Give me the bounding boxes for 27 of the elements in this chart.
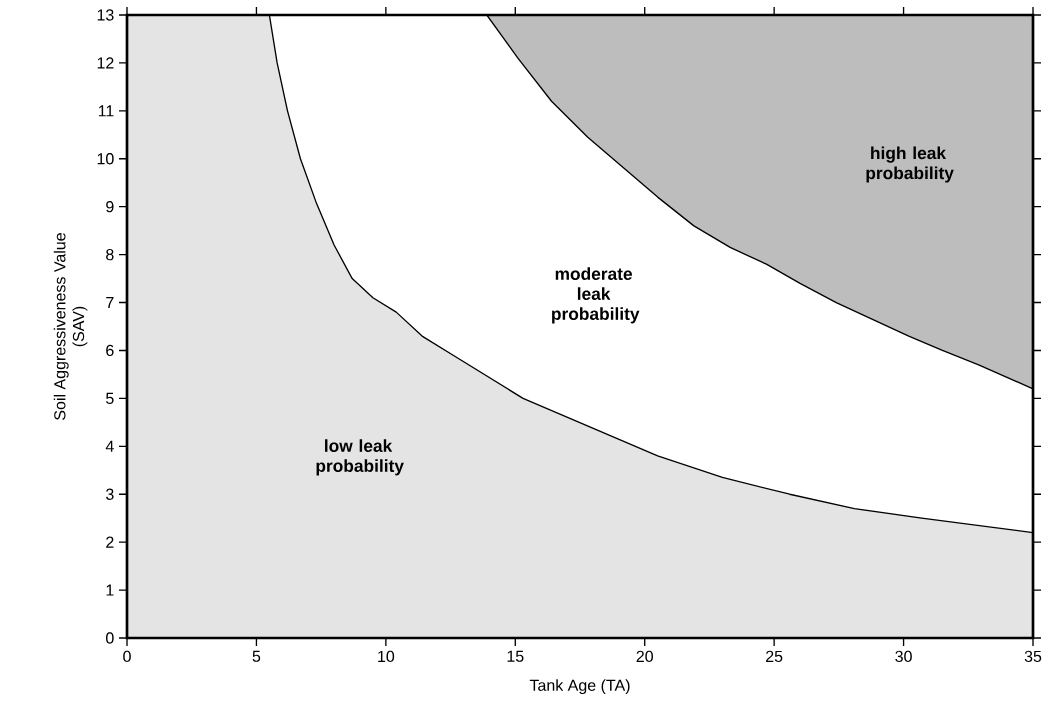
y-tick-label: 7 xyxy=(106,297,114,309)
x-tick-label: 35 xyxy=(1024,650,1042,663)
y-tick-label: 3 xyxy=(106,488,114,500)
y-tick-label: 12 xyxy=(97,57,114,69)
y-tick-label: 5 xyxy=(106,392,114,404)
annotation: moderate leak probability xyxy=(552,267,640,324)
x-tick-label: 5 xyxy=(252,650,261,662)
annotation: high leak probability xyxy=(866,146,954,183)
y-tick-label: 9 xyxy=(106,201,114,213)
y-tick-label: 1 xyxy=(106,584,114,596)
y-axis-title: Soil Aggressiveness Value (SAV) xyxy=(53,233,88,420)
y-tick-label: 8 xyxy=(106,248,114,261)
x-tick-label: 10 xyxy=(378,650,395,663)
y-tick-label: 6 xyxy=(106,344,114,357)
annotation: low leak probability xyxy=(316,439,404,476)
y-tick-label: 13 xyxy=(97,9,114,21)
y-tick-label: 2 xyxy=(106,536,114,548)
x-tick-label: 0 xyxy=(123,650,131,663)
y-tick-label: 11 xyxy=(98,105,114,117)
y-tick-label: 10 xyxy=(97,153,114,165)
x-tick-label: 20 xyxy=(636,650,653,663)
x-axis-title: Tank Age (TA) xyxy=(529,679,630,695)
x-tick-label: 25 xyxy=(766,650,783,663)
y-tick-label: 4 xyxy=(105,440,114,452)
x-tick-label: 15 xyxy=(507,650,524,662)
y-tick-label: 0 xyxy=(106,632,114,644)
x-tick-label: 30 xyxy=(895,650,912,663)
